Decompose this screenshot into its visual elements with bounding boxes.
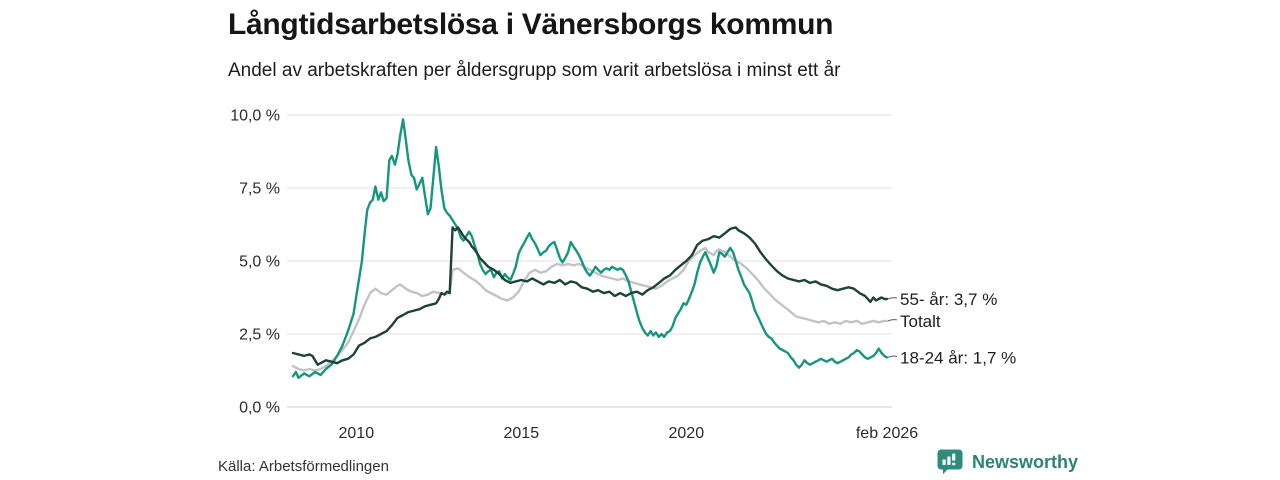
x-axis-tick-label: 2015 [504, 425, 540, 442]
y-axis-tick-label: 5,0 % [239, 254, 280, 271]
chart-canvas: 0,0 % 2,5 % 5,0 % 7,5 % 10,0 % 2010 2015 2020 fe… [230, 108, 1016, 443]
series-label-connector [887, 355, 898, 358]
series-end-label-age-18-24: 18-24 år: 1,7 % [900, 348, 1016, 367]
series-label-connector [887, 297, 898, 300]
series-line-age-18-24 [291, 118, 889, 379]
series-end-label-total: Totalt [900, 312, 941, 331]
chart-subtitle: Andel av arbetskraften per åldersgrupp s… [228, 60, 841, 81]
newsworthy-brand: Newsworthy [936, 448, 1078, 476]
x-axis-tick-label: 2010 [339, 425, 375, 442]
series-line-total [291, 246, 889, 372]
source-attribution: Källa: Arbetsförmedlingen [218, 458, 389, 475]
y-axis-tick-label: 7,5 % [239, 181, 280, 198]
newsworthy-logo-icon [936, 448, 964, 476]
series-label-connector [887, 318, 898, 322]
series-end-label-age-55-plus: 55- år: 3,7 % [900, 290, 997, 309]
series-line-age-55-plus [291, 226, 889, 366]
x-axis-tick-label: feb 2026 [856, 425, 918, 442]
line-chart: 0,0 % 2,5 % 5,0 % 7,5 % 10,0 % 2010 2015 2020 fe… [200, 100, 1060, 445]
y-axis-tick-label: 2,5 % [239, 327, 280, 344]
newsworthy-wordmark: Newsworthy [972, 451, 1079, 472]
y-axis-tick-label: 10,0 % [230, 108, 280, 125]
x-axis-tick-label: 2020 [669, 425, 705, 442]
y-axis-tick-label: 0,0 % [239, 400, 280, 417]
page-title: Långtidsarbetslösa i Vänersborgs kommun [228, 8, 834, 41]
